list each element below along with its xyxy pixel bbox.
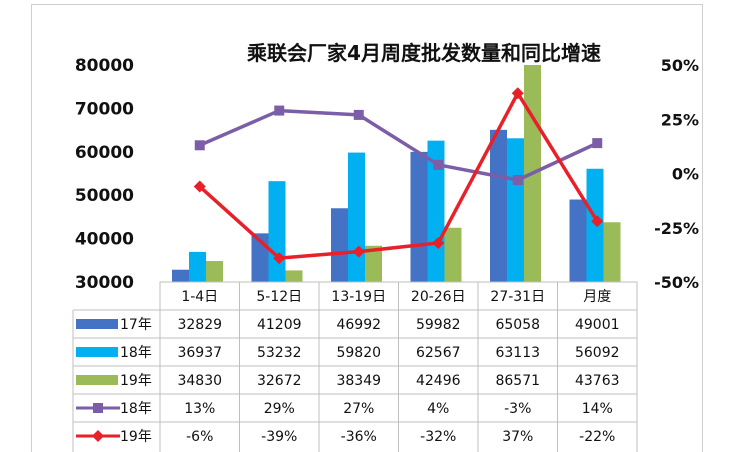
legend-label: 19年: [120, 429, 152, 445]
chart-frame: 乘联会厂家4月周度批发数量和同比增速 80000 70000 60000 50000 4…: [31, 4, 703, 452]
bar-2-3: [348, 152, 365, 282]
bar-1-5: [490, 129, 507, 282]
bar-3-6: [603, 222, 621, 282]
legend-label: 19年: [120, 373, 152, 389]
data-label: 46992: [336, 317, 381, 333]
legend-swatch: [76, 375, 118, 385]
y-tick-label: 80000: [75, 56, 134, 76]
data-label: 62567: [416, 345, 461, 361]
data-label: 14%: [582, 401, 613, 417]
chart: 乘联会厂家4月周度批发数量和同比增速 80000 70000 60000 50000 4…: [72, 41, 699, 452]
x-tick-label: 5-12日: [256, 289, 302, 305]
bar-2-2: [268, 181, 286, 282]
line-marker: [352, 245, 365, 258]
x-tick-label: 20-26日: [411, 289, 466, 305]
line-marker: [353, 109, 364, 120]
data-label: 38349: [336, 373, 381, 389]
line-series-2: [198, 91, 599, 260]
legend-swatch: [76, 347, 118, 357]
y2-tick-label: -25%: [654, 219, 699, 238]
data-label: 49001: [575, 317, 620, 333]
legend-label: 18年: [120, 345, 152, 361]
data-label: 4%: [427, 401, 449, 417]
data-label: 29%: [264, 401, 295, 417]
line-marker: [592, 138, 603, 149]
x-tick-label: 13-19日: [331, 289, 386, 305]
bar-3-2: [285, 270, 303, 282]
line-marker: [512, 175, 523, 186]
legend-label: 17年: [120, 317, 152, 333]
bar-2-1: [189, 251, 206, 282]
data-label: 34830: [177, 373, 222, 389]
bar-1-3: [331, 208, 348, 282]
data-label: 13%: [184, 401, 215, 417]
data-label: 32672: [257, 373, 302, 389]
y2-tick-label: -50%: [654, 273, 699, 292]
bar-2-5: [507, 138, 524, 282]
y2-tick-label: 0%: [672, 165, 699, 184]
y-tick-label: 70000: [75, 99, 134, 119]
data-label: -22%: [579, 429, 615, 445]
data-label: -39%: [261, 429, 297, 445]
data-label: -6%: [186, 429, 213, 445]
data-label: 43763: [575, 373, 620, 389]
line-marker: [432, 236, 445, 249]
y-tick-label: 40000: [75, 230, 134, 250]
legend-swatch: [76, 319, 118, 329]
line-marker: [193, 180, 206, 193]
y-tick-label: 60000: [75, 143, 134, 163]
line-marker: [433, 159, 444, 170]
legend-marker: [92, 430, 104, 442]
data-label: 27%: [343, 401, 374, 417]
line-marker: [274, 105, 285, 116]
legend-label: 18年: [120, 401, 152, 417]
data-label: 37%: [502, 429, 533, 445]
line-marker: [273, 252, 286, 265]
data-label: 41209: [257, 317, 302, 333]
bar-3-4: [444, 227, 462, 282]
x-tick-label: 1-4日: [181, 289, 218, 305]
data-label: 56092: [575, 345, 620, 361]
y-tick-label: 50000: [75, 186, 134, 206]
data-label: -36%: [341, 429, 377, 445]
data-label: 53232: [257, 345, 302, 361]
bar-1-4: [410, 151, 428, 282]
data-label: 59820: [336, 345, 381, 361]
bar-1-6: [569, 199, 587, 282]
x-tick-label: 月度: [583, 289, 611, 305]
data-label: 86571: [495, 373, 540, 389]
data-label: -32%: [420, 429, 456, 445]
data-label: 42496: [416, 373, 461, 389]
bar-3-3: [365, 245, 382, 282]
line-marker: [511, 87, 524, 100]
chart-title: 乘联会厂家4月周度批发数量和同比增速: [246, 41, 601, 65]
data-label: 32829: [177, 317, 222, 333]
y2-tick-label: 25%: [661, 110, 699, 129]
legend-marker: [93, 403, 103, 413]
data-label: 59982: [416, 317, 461, 333]
data-label: -3%: [504, 401, 531, 417]
data-label: 63113: [495, 345, 540, 361]
line-series-1: [199, 108, 598, 182]
y2-tick-label: 50%: [661, 56, 699, 75]
y-tick-label: 30000: [75, 273, 134, 293]
bar-3-1: [206, 261, 223, 282]
line-marker: [591, 215, 604, 228]
line-marker: [194, 140, 205, 151]
bar-1-1: [172, 269, 189, 282]
data-label: 65058: [495, 317, 540, 333]
x-tick-label: 27-31日: [490, 289, 545, 305]
data-label: 36937: [177, 345, 222, 361]
bar-2-6: [586, 168, 604, 282]
